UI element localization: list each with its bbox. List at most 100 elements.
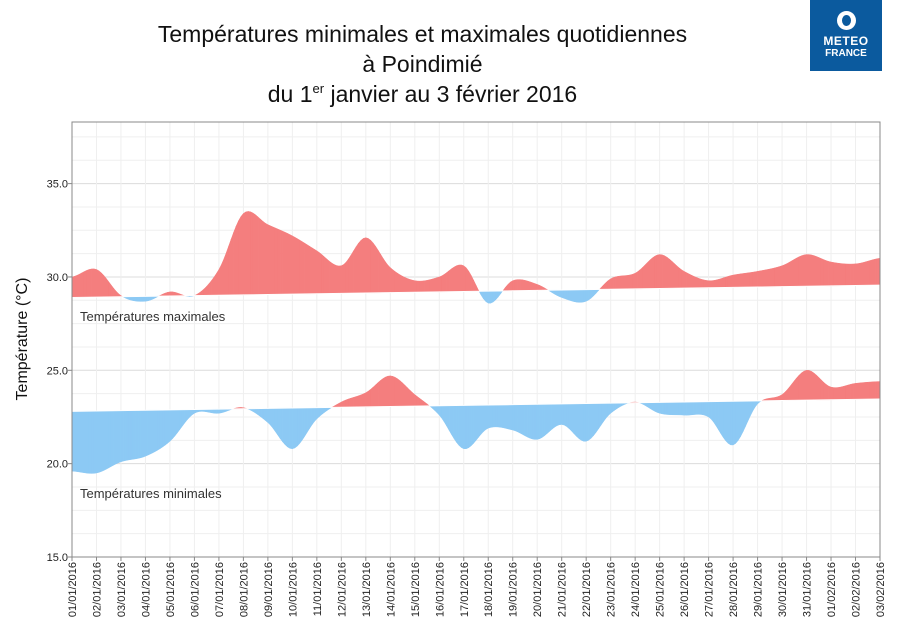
series-1-deviation-fill — [605, 402, 609, 420]
series-0-deviation-fill — [727, 275, 731, 288]
series-0-deviation-fill — [492, 290, 496, 303]
x-tick-label: 04/01/2016 — [140, 562, 152, 617]
series-1-deviation-fill — [671, 401, 675, 416]
series-1-deviation-fill — [568, 403, 572, 432]
series-0-deviation-fill — [869, 259, 873, 286]
series-0-deviation-fill — [656, 254, 660, 289]
series-0-deviation-fill — [375, 245, 379, 294]
series-1-deviation-fill — [103, 410, 107, 471]
series-0-deviation-fill — [605, 279, 609, 290]
series-0-deviation-fill — [742, 272, 746, 288]
series-1-deviation-fill — [845, 384, 849, 400]
series-0-deviation-fill — [725, 275, 729, 288]
series-1-deviation-fill — [811, 370, 815, 401]
series-1-deviation-fill — [343, 399, 347, 408]
series-1-deviation-fill — [304, 407, 308, 438]
series-1-deviation-fill — [365, 390, 369, 408]
series-1-deviation-fill — [309, 407, 313, 430]
series-1-deviation-fill — [595, 403, 599, 434]
series-0-deviation-fill — [314, 248, 318, 295]
series-1-deviation-fill — [825, 383, 829, 401]
series-1-deviation-fill — [735, 400, 739, 445]
series-1-deviation-fill — [747, 400, 751, 422]
series-0-deviation-fill — [245, 211, 249, 296]
series-0-deviation-fill — [529, 281, 533, 291]
series-1-deviation-fill — [375, 381, 379, 408]
series-1-deviation-fill — [345, 398, 349, 408]
series-1-deviation-fill — [563, 403, 567, 427]
series-0-deviation-fill — [343, 261, 347, 294]
series-0-deviation-fill — [172, 291, 176, 297]
series-1-deviation-fill — [610, 402, 614, 414]
x-tick-label: 13/01/2016 — [361, 562, 373, 617]
series-0-deviation-fill — [132, 296, 136, 302]
series-1-deviation-fill — [529, 404, 533, 440]
series-0-deviation-fill — [566, 289, 570, 301]
series-0-deviation-fill — [167, 291, 171, 297]
series-1-deviation-fill — [581, 403, 584, 442]
x-tick-label: 09/01/2016 — [263, 562, 275, 617]
series-0-deviation-fill — [747, 272, 751, 288]
series-0-deviation-fill — [652, 255, 655, 289]
series-0-deviation-fill — [91, 268, 95, 298]
series-0-deviation-fill — [522, 279, 526, 291]
series-0-deviation-fill — [463, 265, 467, 292]
x-tick-label: 07/01/2016 — [214, 562, 226, 617]
series-0-deviation-fill — [600, 284, 604, 290]
series-1-deviation-fill — [321, 407, 325, 416]
series-0-deviation-fill — [328, 260, 332, 294]
series-1-deviation-fill — [585, 403, 589, 442]
series-1-deviation-fill — [83, 410, 87, 474]
series-1-deviation-fill — [546, 403, 550, 435]
series-0-deviation-fill — [79, 272, 83, 298]
series-0-deviation-fill — [590, 289, 594, 299]
series-1-deviation-fill — [370, 386, 374, 408]
series-0-deviation-fill — [514, 279, 518, 291]
x-tick-label: 19/01/2016 — [508, 562, 520, 617]
x-tick-label: 03/02/2016 — [875, 562, 887, 617]
series-0-deviation-fill — [686, 272, 690, 289]
series-0-deviation-fill — [813, 255, 817, 287]
series-1-deviation-fill — [558, 403, 562, 426]
x-tick-label: 31/01/2016 — [802, 562, 814, 617]
series-1-deviation-fill — [360, 393, 364, 408]
series-0-deviation-fill — [735, 273, 739, 288]
series-1-deviation-fill — [323, 407, 327, 414]
series-1-deviation-fill — [774, 396, 778, 401]
x-tick-label: 15/01/2016 — [410, 562, 422, 617]
y-tick-label: 35.0 — [47, 179, 68, 191]
series-0-deviation-fill — [671, 260, 675, 289]
series-0-deviation-fill — [392, 269, 396, 293]
series-0-deviation-fill — [649, 257, 653, 289]
x-tick-label: 01/01/2016 — [67, 562, 79, 617]
series-1-deviation-fill — [350, 397, 354, 408]
series-0-deviation-fill — [130, 296, 134, 301]
series-0-deviation-fill — [274, 227, 278, 295]
series-0-deviation-fill — [150, 296, 154, 301]
series-0-deviation-fill — [311, 247, 315, 295]
series-0-deviation-fill — [468, 270, 472, 292]
series-0-deviation-fill — [551, 289, 555, 295]
series-0-deviation-fill — [786, 261, 790, 287]
series-1-deviation-fill — [600, 403, 604, 427]
series-0-deviation-fill — [835, 262, 839, 287]
logo-text-france: FRANCE — [825, 48, 867, 59]
series-0-deviation-fill — [282, 230, 286, 295]
series-1-deviation-fill — [306, 407, 310, 434]
series-1-deviation-fill — [265, 408, 269, 424]
series-0-deviation-fill — [382, 257, 386, 294]
series-0-deviation-fill — [723, 276, 726, 288]
series-1-deviation-fill — [221, 408, 225, 414]
series-1-deviation-fill — [612, 402, 616, 412]
series-1-deviation-fill — [287, 407, 291, 449]
series-1-deviation-fill — [473, 404, 477, 445]
series-1-deviation-fill — [284, 407, 288, 448]
series-0-deviation-fill — [355, 242, 359, 294]
series-0-deviation-fill — [272, 226, 276, 295]
series-0-deviation-fill — [326, 258, 330, 294]
series-0-deviation-fill — [632, 272, 636, 290]
series-1-deviation-fill — [382, 376, 386, 407]
series-1-deviation-fill — [816, 374, 820, 401]
series-1-deviation-fill — [649, 402, 653, 411]
series-0-deviation-fill — [441, 273, 445, 293]
